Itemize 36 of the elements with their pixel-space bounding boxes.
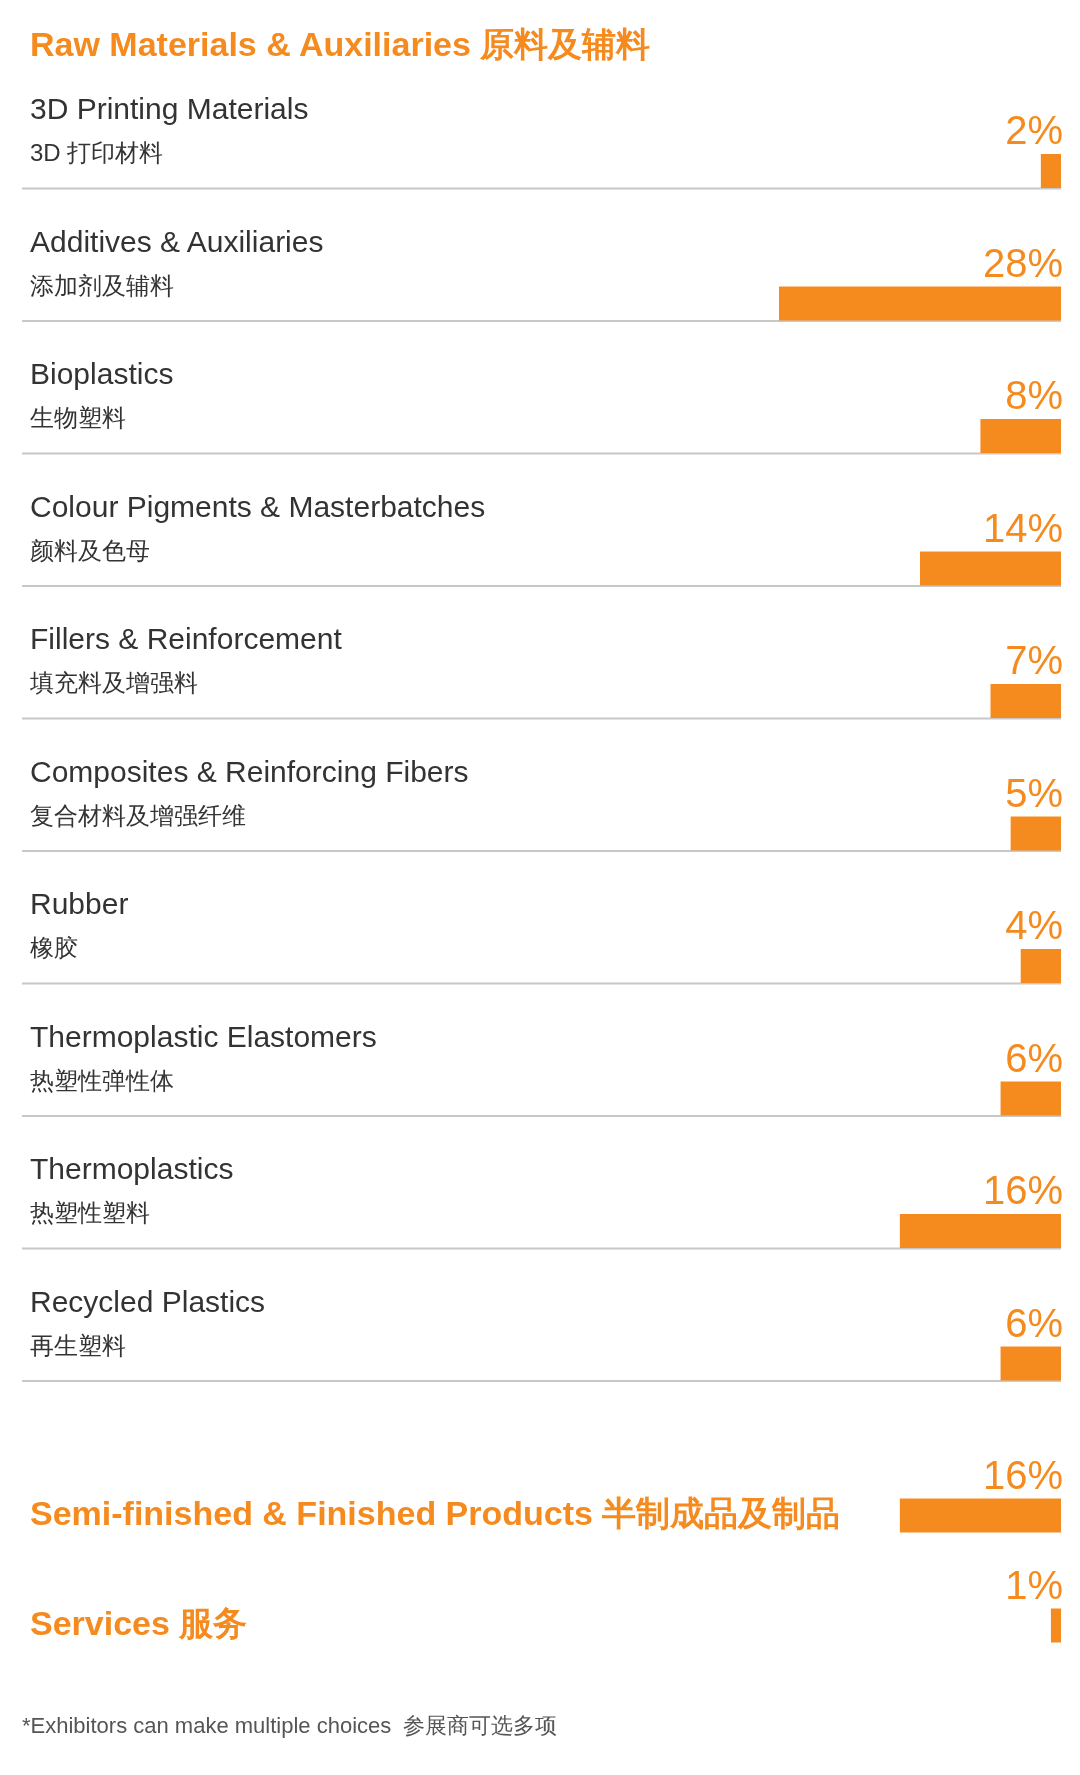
y-tick-label: Services 服务 [30,1603,248,1642]
bar [990,684,1061,718]
data-label: 1% [1005,1562,1063,1607]
y-tick-label: 3D Printing Materials 3D 打印材料 [30,92,309,166]
bar [779,286,1061,321]
bar [1040,154,1061,188]
data-label: 16% [982,1168,1063,1212]
text: *Exhibitors can make multiple choices 参展商可选多项 [22,1713,558,1738]
bar [1010,816,1061,851]
bar [980,419,1061,453]
bar [920,551,1061,586]
y-tick-label: Recycled Plastics 再生塑料 [30,1284,266,1359]
y-tick-label: Semi-finished & Finished Products 半制成品及制品 [30,1493,841,1532]
y-tick-label: Bioplastics 生物塑料 [30,357,174,431]
data-label: 7% [1005,638,1063,682]
data-label: 14% [982,505,1063,550]
data-label: 16% [982,1452,1063,1497]
y-tick-label: Rubber 橡胶 [30,887,129,961]
y-tick-label: Composites & Reinforcing Fibers 复合材料及增强纤维 [30,754,469,829]
data-label: 2% [1005,108,1063,152]
text: Raw Materials & Auxiliaries 原料及辅料 [30,25,651,63]
y-tick-label: Thermoplastic Elastomers 热塑性弹性体 [30,1019,377,1094]
y-tick-label: Fillers & Reinforcement 填充料及增强料 [29,622,343,696]
data-label: 6% [1005,1300,1063,1345]
bar [899,1214,1061,1248]
y-tick-label: Additives & Auxiliaries 添加剂及辅料 [30,224,324,299]
bar [1000,1346,1061,1381]
y-tick-label: Thermoplastics 热塑性塑料 [30,1152,234,1226]
bar [1020,949,1061,983]
data-label: 8% [1005,373,1063,417]
data-label: 6% [1005,1035,1063,1080]
y-tick-label: Colour Pigments & Masterbatches 颜料及色母 [30,489,486,564]
bar [1000,1081,1061,1116]
data-label: 5% [1005,770,1063,815]
data-label: 4% [1005,903,1063,947]
data-label: 28% [982,240,1063,285]
